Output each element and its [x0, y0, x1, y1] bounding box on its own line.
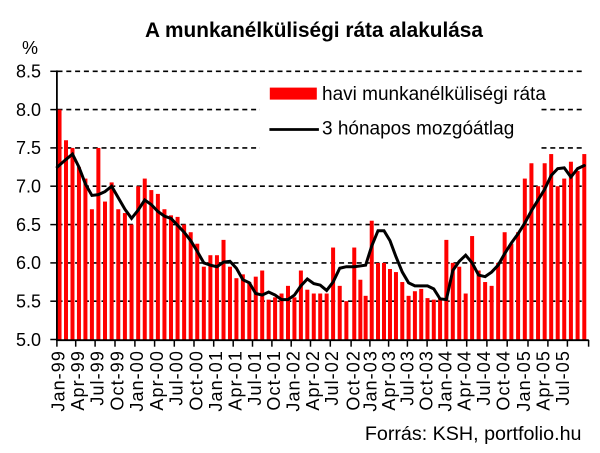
svg-text:%: % — [22, 38, 38, 58]
svg-text:Apr-00: Apr-00 — [147, 350, 167, 411]
svg-text:Jul-04: Jul-04 — [474, 350, 494, 406]
svg-text:A munkanélküliségi ráta alakul: A munkanélküliségi ráta alakulása — [145, 19, 483, 42]
svg-text:Oct-99: Oct-99 — [107, 350, 127, 411]
svg-text:Oct-03: Oct-03 — [417, 350, 437, 411]
svg-text:Jan-03: Jan-03 — [361, 350, 381, 412]
svg-text:Oct-00: Oct-00 — [186, 350, 206, 411]
svg-text:Apr-04: Apr-04 — [455, 350, 475, 411]
svg-text:Jan-05: Jan-05 — [514, 350, 534, 412]
svg-text:6.0: 6.0 — [16, 253, 41, 273]
svg-text:Apr-01: Apr-01 — [225, 350, 245, 411]
svg-text:havi munkanélküliségi ráta: havi munkanélküliségi ráta — [322, 84, 546, 105]
svg-text:Apr-05: Apr-05 — [534, 350, 554, 411]
svg-text:Jul-05: Jul-05 — [553, 350, 573, 406]
svg-text:Jul-01: Jul-01 — [245, 350, 265, 406]
svg-text:Jan-01: Jan-01 — [206, 350, 226, 412]
svg-text:6.5: 6.5 — [16, 215, 41, 235]
svg-text:Jul-03: Jul-03 — [398, 350, 418, 406]
svg-text:Jul-99: Jul-99 — [87, 350, 107, 406]
svg-text:Apr-02: Apr-02 — [303, 350, 323, 411]
svg-text:Forrás: KSH, portfolio.hu: Forrás: KSH, portfolio.hu — [365, 423, 582, 445]
svg-text:Oct-04: Oct-04 — [494, 350, 514, 411]
svg-text:7.5: 7.5 — [16, 138, 41, 158]
svg-text:Oct-01: Oct-01 — [264, 350, 284, 411]
svg-text:8.5: 8.5 — [16, 62, 41, 82]
svg-text:Oct-02: Oct-02 — [343, 350, 363, 411]
svg-text:Jan-00: Jan-00 — [127, 350, 147, 412]
svg-text:3 hónapos mozgóátlag: 3 hónapos mozgóátlag — [322, 119, 514, 140]
svg-text:Apr-03: Apr-03 — [379, 350, 399, 411]
svg-text:Jul-02: Jul-02 — [322, 350, 342, 406]
svg-text:7.0: 7.0 — [16, 177, 41, 197]
svg-text:Jan-02: Jan-02 — [283, 350, 303, 412]
svg-text:Apr-99: Apr-99 — [68, 350, 88, 411]
svg-text:5.5: 5.5 — [16, 292, 41, 312]
svg-text:Jul-00: Jul-00 — [167, 350, 187, 406]
svg-text:5.0: 5.0 — [16, 330, 41, 350]
svg-text:Jan-04: Jan-04 — [435, 350, 455, 412]
svg-text:8.0: 8.0 — [16, 100, 41, 120]
svg-text:Jan-99: Jan-99 — [49, 350, 69, 412]
